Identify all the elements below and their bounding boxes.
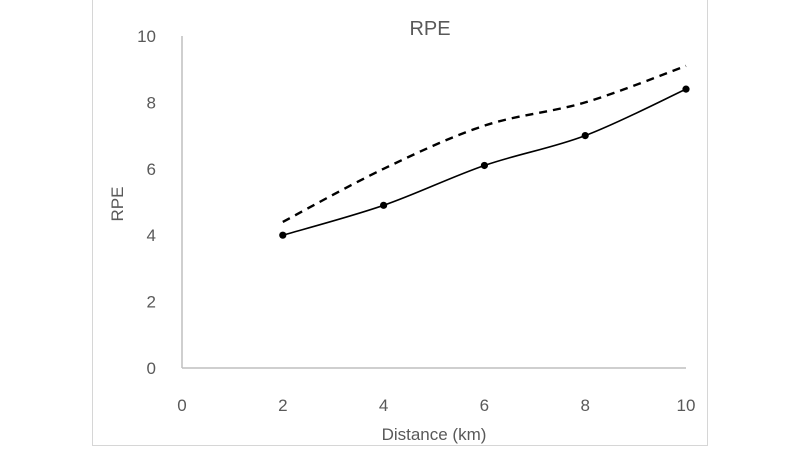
- y-axis-title: RPE: [108, 187, 127, 222]
- x-tick-label: 6: [480, 396, 489, 415]
- x-tick-label: 0: [177, 396, 186, 415]
- series-marker: [480, 161, 488, 170]
- dashed-series-line: [282, 64, 687, 223]
- series-marker: [380, 201, 388, 209]
- chart-frame: [92, 0, 708, 446]
- y-tick-label: 6: [147, 160, 156, 179]
- series-marker: [581, 132, 589, 140]
- series-layer: [279, 64, 690, 239]
- y-tick-label: 10: [137, 27, 156, 46]
- tick-labels: 0 2 4 6 8 10 0 2 4 6 8 10: [137, 27, 695, 415]
- axes: [181, 36, 686, 369]
- x-axis-title: Distance (km): [382, 425, 487, 444]
- y-tick-label: 0: [147, 359, 156, 378]
- x-tick-label: 8: [580, 396, 589, 415]
- y-tick-label: 4: [147, 226, 156, 245]
- series-marker: [279, 231, 287, 239]
- x-tick-label: 2: [278, 396, 287, 415]
- series-marker: [682, 85, 690, 93]
- x-tick-label: 4: [379, 396, 388, 415]
- x-tick-label: 10: [677, 396, 696, 415]
- y-tick-label: 8: [147, 93, 156, 112]
- y-tick-label: 2: [147, 293, 156, 312]
- chart-title: RPE: [409, 18, 450, 40]
